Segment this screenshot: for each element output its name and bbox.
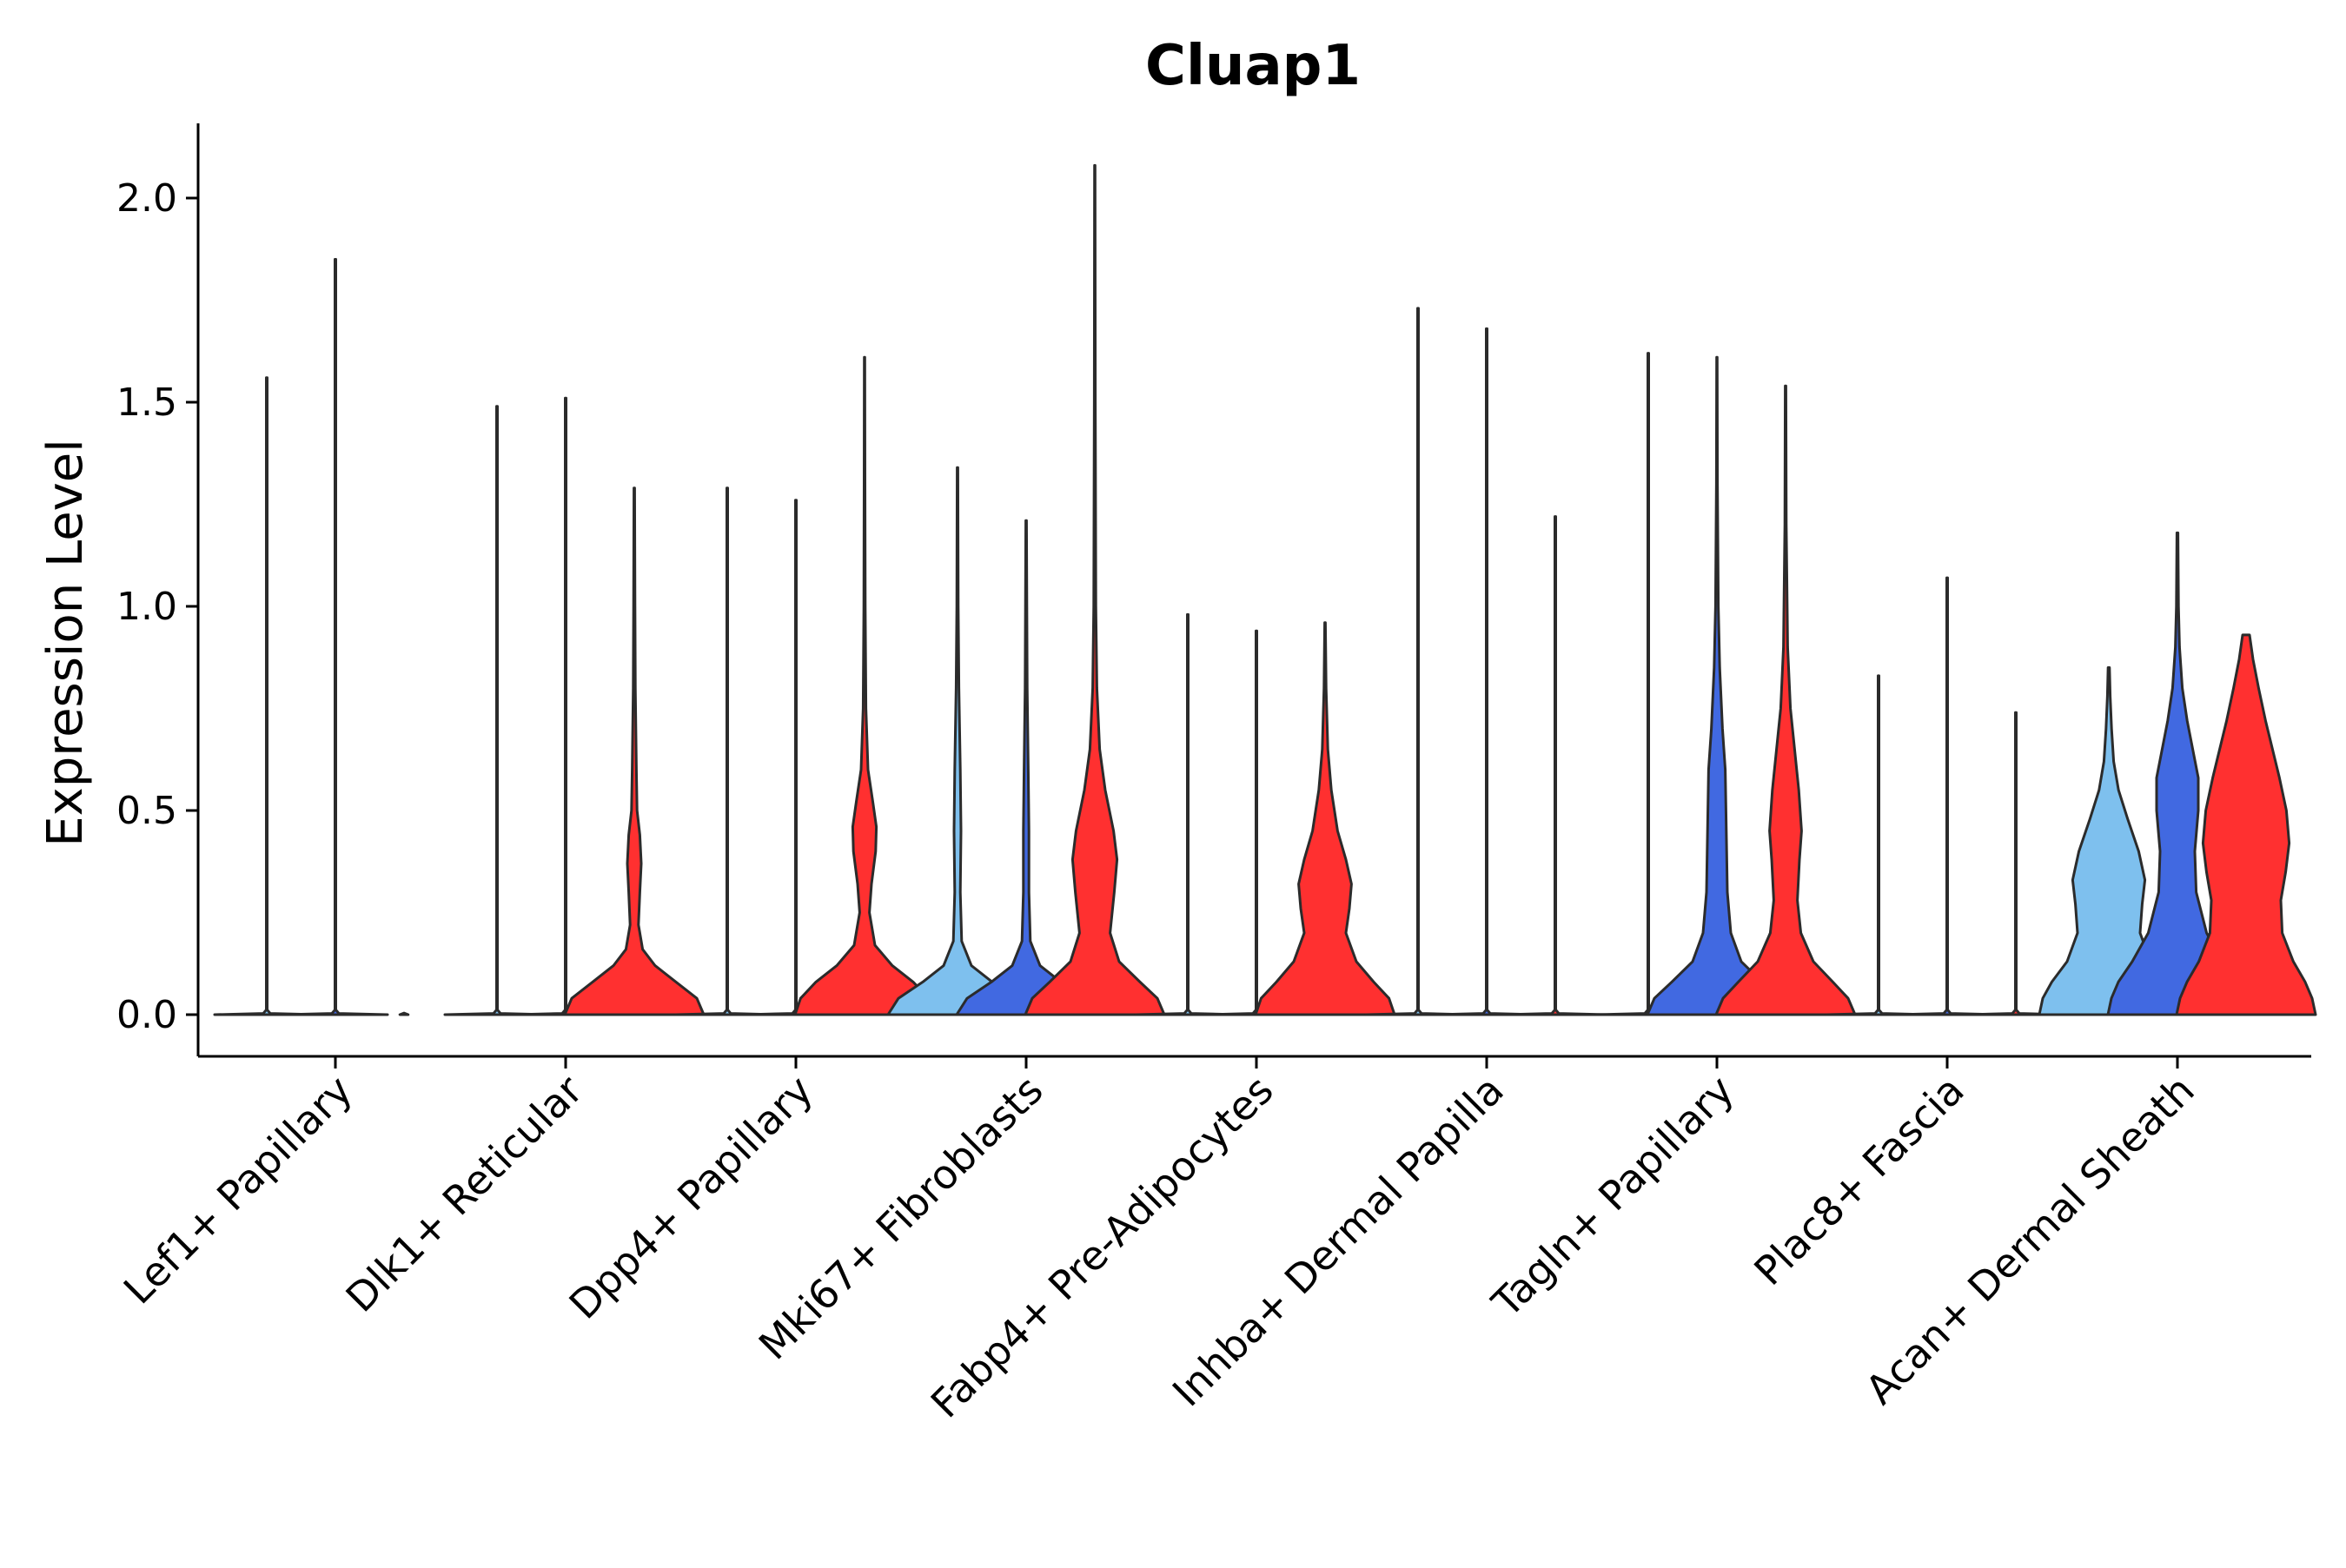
violin-8-light [1825,674,1932,1016]
x-tick-label: Lef1+ Papillary [115,1067,361,1313]
y-tick-label: 2.0 [116,176,177,221]
violin-4-blue [955,519,1097,1016]
y-axis-label: Expression Level [37,439,94,847]
violin-6-red [1501,515,1609,1016]
x-tick-label: Plac8+ Fascia [1745,1067,1972,1294]
violin-5-blue [1203,629,1310,1016]
violin-5-light [1134,612,1242,1016]
x-tick-label: Dlk1+ Reticular [337,1067,592,1321]
violin-1-light [213,376,321,1016]
violin-7-light [1594,352,1702,1016]
y-tick-label: 0.0 [116,993,177,1037]
violin-7-blue [1646,355,1788,1016]
violin-3-red [793,355,936,1016]
y-tick-label: 1.5 [116,380,177,425]
violin-3-light [673,486,781,1016]
y-tick-label: 0.5 [116,789,177,833]
violin-6-light [1364,307,1472,1016]
violin-2-blue [512,396,620,1016]
y-tick-label: 1.0 [116,585,177,629]
violin-4-red [1024,163,1166,1016]
violin-2-light [443,405,551,1016]
violin-1-blue [282,258,389,1016]
violin-5-red [1254,621,1396,1016]
violin-3-blue [742,499,850,1016]
violin-8-red [1962,711,2070,1016]
violin-4-light [886,466,1029,1016]
violin-9-light [2038,666,2180,1016]
violin-6-blue [1433,327,1541,1016]
x-tick-label: Tagln+ Papillary [1482,1067,1743,1327]
violin-9-blue [2106,531,2249,1016]
x-tick-label: Dpp4+ Papillary [560,1067,822,1328]
violin-7-red [1714,384,1857,1016]
violin-8-blue [1893,576,2001,1016]
chart-title: Cluap1 [1145,34,1361,98]
violin-2-red [563,486,706,1016]
violin-1-red [398,1011,410,1016]
violin-9-red [2175,633,2317,1016]
plot-area [213,163,2317,1016]
